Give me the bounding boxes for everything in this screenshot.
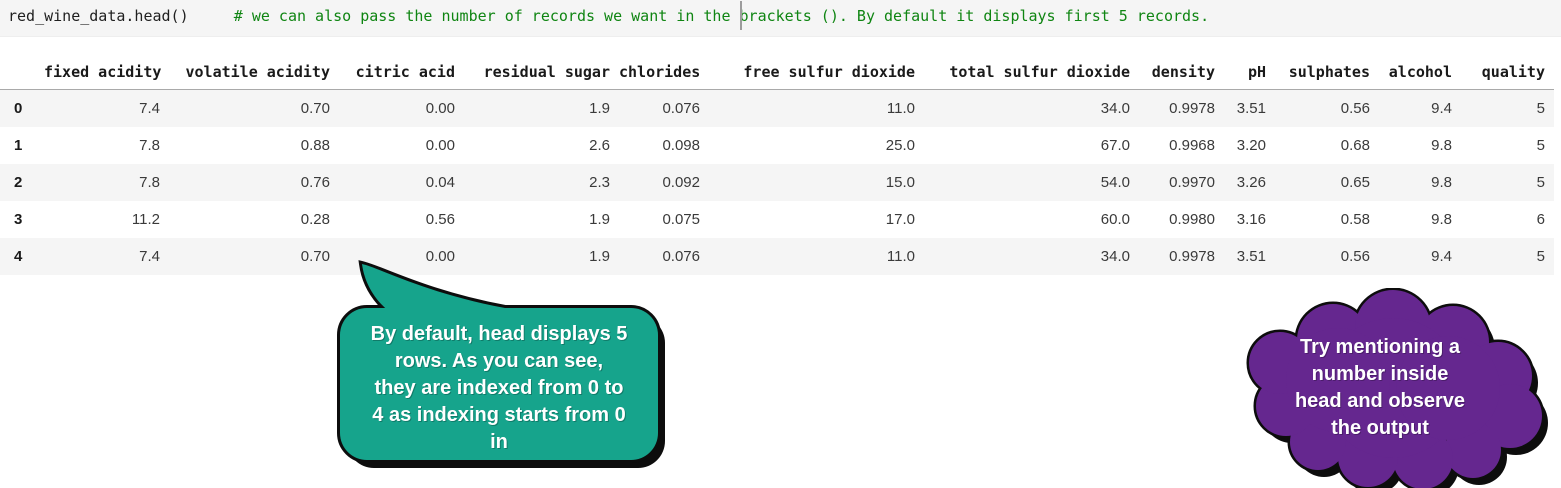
column-header: total sulfur dioxide — [924, 54, 1139, 90]
column-header: citric acid — [339, 54, 464, 90]
cloud-shape — [1249, 290, 1542, 488]
speech-bubble-text: By default, head displays 5 rows. As you… — [370, 323, 628, 453]
table-cell: 0.65 — [1340, 173, 1370, 191]
column-header: sulphates — [1275, 54, 1379, 90]
speech-bubble-shape — [340, 264, 658, 460]
table-cell: 0.28 — [300, 210, 330, 228]
table-cell: 67.0 — [1100, 136, 1130, 154]
dataframe-body: 0 7.4 0.70 0.00 1.9 0.076 11.0 34.0 0.9978 3.51 0.… — [0, 89, 1554, 275]
table-cell: 0.076 — [662, 247, 700, 265]
row-index: 1 — [14, 136, 23, 154]
table-cell: 1.9 — [589, 210, 610, 228]
table-cell: 0.076 — [662, 99, 700, 117]
header-row: fixed acidity volatile acidity citric acid… — [0, 54, 1554, 90]
speech-bubble-callout — [337, 260, 665, 468]
table-cell: 3.26 — [1236, 173, 1266, 191]
table-cell: 9.4 — [1431, 247, 1452, 265]
table-cell: 3.51 — [1236, 99, 1266, 117]
table-cell: 3.51 — [1236, 247, 1266, 265]
table-cell: 6 — [1536, 210, 1545, 228]
table-cell: 5 — [1536, 173, 1545, 191]
table-cell: 0.00 — [425, 247, 455, 265]
table-cell: 0.70 — [300, 99, 330, 117]
table-cell: 1.9 — [589, 99, 610, 117]
table-cell: 5 — [1536, 99, 1545, 117]
table-cell: 0.68 — [1340, 136, 1370, 154]
code-comment-before-cursor: # we can also pass the number of records… — [233, 7, 740, 25]
table-cell: 0.9980 — [1169, 210, 1215, 228]
table-cell: 34.0 — [1100, 247, 1130, 265]
table-cell: 60.0 — [1100, 210, 1130, 228]
column-header: pH — [1224, 54, 1275, 90]
cloud-callout — [1246, 288, 1548, 488]
table-cell: 9.8 — [1431, 210, 1452, 228]
table-cell: 0.56 — [425, 210, 455, 228]
table-cell: 0.9968 — [1169, 136, 1215, 154]
column-header: free sulfur dioxide — [709, 54, 924, 90]
table-cell: 0.88 — [300, 136, 330, 154]
table-cell: 0.76 — [300, 173, 330, 191]
table-cell: 0.58 — [1340, 210, 1370, 228]
table-cell: 0.56 — [1340, 247, 1370, 265]
table-cell: 0.00 — [425, 136, 455, 154]
code-cell[interactable]: red_wine_data.head() # we can also pass … — [0, 0, 1561, 37]
table-cell: 5 — [1536, 247, 1545, 265]
table-cell: 9.4 — [1431, 99, 1452, 117]
row-index: 4 — [14, 247, 23, 265]
table-cell: 0.9970 — [1169, 173, 1215, 191]
table-row: 4 7.4 0.70 0.00 1.9 0.076 11.0 34.0 0.9978 3.51 0.… — [0, 237, 1554, 275]
dataframe-table: fixed acidity volatile acidity citric acid… — [0, 54, 1554, 275]
table-cell: 11.0 — [886, 247, 915, 265]
code-comment-after-cursor: brackets (). By default it displays firs… — [739, 7, 1210, 25]
row-index: 2 — [14, 173, 23, 191]
code-line: red_wine_data.head() # we can also pass … — [8, 7, 1209, 25]
table-row: 0 7.4 0.70 0.00 1.9 0.076 11.0 34.0 0.9978 3.51 0.… — [0, 89, 1554, 127]
table-cell: 34.0 — [1100, 99, 1130, 117]
table-cell: 17.0 — [885, 210, 915, 228]
table-cell: 3.20 — [1236, 136, 1266, 154]
table-cell: 0.00 — [425, 99, 455, 117]
row-index: 0 — [14, 99, 23, 117]
table-cell: 3.16 — [1236, 210, 1266, 228]
dataframe-header: fixed acidity volatile acidity citric acid… — [0, 54, 1554, 90]
table-cell: 0.70 — [300, 247, 330, 265]
column-header: alcohol — [1379, 54, 1461, 90]
table-cell: 0.04 — [425, 173, 455, 191]
table-cell: 2.3 — [589, 173, 610, 191]
column-header: volatile acidity — [169, 54, 339, 90]
table-cell: 7.4 — [139, 99, 160, 117]
code-gap — [189, 7, 234, 25]
table-cell: 0.56 — [1340, 99, 1370, 117]
column-header: fixed acidity — [44, 54, 169, 90]
table-cell: 25.0 — [885, 136, 915, 154]
table-cell: 9.8 — [1431, 136, 1452, 154]
table-row: 2 7.8 0.76 0.04 2.3 0.092 15.0 54.0 0.9970 3.26 0.… — [0, 163, 1554, 201]
code-text: red_wine_data.head() — [8, 7, 189, 25]
column-header: quality — [1461, 54, 1554, 90]
table-cell: 2.6 — [589, 136, 610, 154]
index-column-header — [0, 54, 44, 90]
table-cell: 7.4 — [139, 247, 160, 265]
table-cell: 0.9978 — [1169, 247, 1215, 265]
table-cell: 11.2 — [131, 210, 160, 228]
column-header: density — [1139, 54, 1224, 90]
table-row: 3 11.2 0.28 0.56 1.9 0.075 17.0 60.0 0.9980 3.16 0… — [0, 201, 1554, 238]
table-cell: 11.0 — [886, 99, 915, 117]
table-cell: 5 — [1536, 136, 1545, 154]
table-cell: 7.8 — [139, 173, 160, 191]
table-cell: 7.8 — [139, 136, 160, 154]
column-header: residual sugar — [464, 54, 619, 90]
table-cell: 1.9 — [589, 247, 610, 265]
column-header: chlorides — [619, 54, 709, 90]
table-row: 1 7.8 0.88 0.00 2.6 0.098 25.0 67.0 0.9968 3.20 0.… — [0, 127, 1554, 164]
table-cell: 0.075 — [662, 210, 700, 228]
table-cell: 0.092 — [662, 173, 700, 191]
table-cell: 0.9978 — [1169, 99, 1215, 117]
cloud-text: Try mentioning a number inside head and … — [1294, 336, 1466, 439]
row-index: 3 — [14, 210, 23, 228]
table-cell: 54.0 — [1100, 173, 1130, 191]
table-cell: 9.8 — [1431, 173, 1452, 191]
table-cell: 15.0 — [885, 173, 915, 191]
table-cell: 0.098 — [662, 136, 700, 154]
